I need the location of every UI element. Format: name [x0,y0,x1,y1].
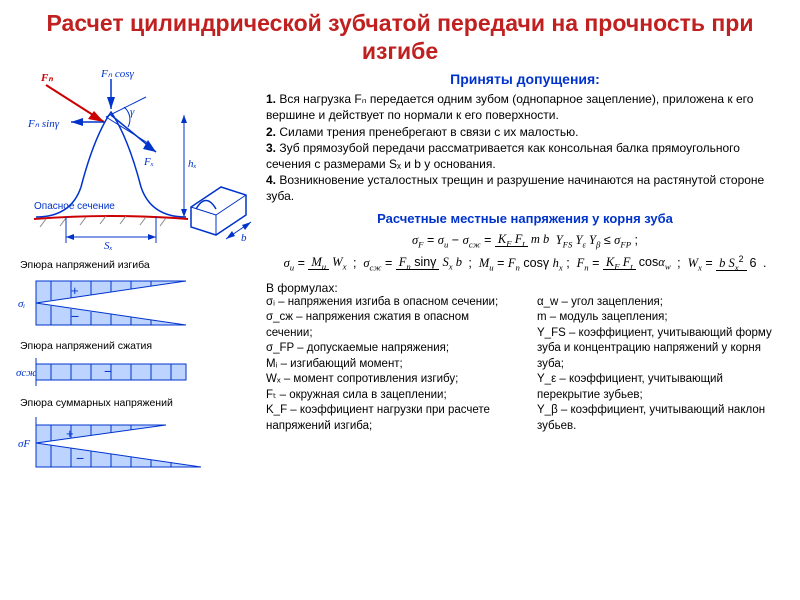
assumptions-head: Приняты допущения: [266,71,784,87]
label-sF: σF [18,438,30,450]
assumption-2: Силами трения пренебрегают в связи с их … [276,125,578,139]
label-FnSin: Fₙ sinγ [27,118,60,130]
diagram-column: Fₙ Fₙ cosγ Fₙ sinγ γ Fₓ [16,67,256,478]
label-si: σᵢ [18,298,25,310]
label-FnCos: Fₙ cosγ [100,68,135,80]
label-hx: hₓ [188,158,197,170]
def-r5: Y_β – коэффициент, учитывающий наклон зу… [537,403,784,434]
svg-text:+: + [71,283,79,298]
def-l3: σ_FP – допускаемые напряжения; [266,341,513,357]
def-r1: α_w – угол зацепления; [537,295,784,311]
def-l4: Mᵢ – изгибающий момент; [266,357,513,373]
label-Sx: Sₓ [104,240,113,252]
assumption-3: Зуб прямозубой передачи рассматривается … [266,141,740,171]
tooth-diagram: Fₙ Fₙ cosγ Fₙ sinγ γ Fₓ [16,67,256,252]
assumption-4: Возникновение усталостных трещин и разру… [266,173,764,203]
svg-text:−: − [76,450,84,466]
def-l7: K_F – коэффициент нагрузки при расчете н… [266,403,513,434]
def-l6: Fₜ – окружная сила в зацеплении; [266,388,513,404]
def-r4: Y_ε – коэффициент, учитывающий перекрыти… [537,372,784,403]
def-l5: Wₓ – момент сопротивления изгибу; [266,372,513,388]
formula-block: σF = σи − σсж = KF Ftm b YFS Yε Yβ ≤ σFP… [266,230,784,275]
epure-bending: σᵢ + − [16,273,216,333]
defs-head: В формулах: [266,281,784,295]
label-Fn: Fₙ [40,72,53,84]
def-r2: m – модуль зацепления; [537,310,784,326]
caption-compression: Эпюра напряжений сжатия [20,340,256,352]
formula-2: σи = MиWx ; σсж = Fn sinγSx b ; Mи = Fn … [266,253,784,275]
assumptions: 1. Вся нагрузка Fₙ передается одним зубо… [266,91,784,204]
svg-text:+: + [66,426,74,441]
def-r3: Y_FS – коэффициент, учитывающий форму зу… [537,326,784,373]
label-ssj: σcж [16,367,37,379]
formula-1: σF = σи − σсж = KF Ftm b YFS Yε Yβ ≤ σFP… [266,230,784,252]
assumption-1: Вся нагрузка Fₙ передается одним зубом (… [266,92,753,122]
label-Fx: Fₓ [143,156,154,168]
text-column: Приняты допущения: 1. Вся нагрузка Fₙ пе… [266,67,784,478]
svg-text:−: − [104,363,112,379]
defs-right: α_w – угол зацепления; m – модуль зацепл… [537,295,784,435]
definitions: σᵢ – напряжения изгиба в опасном сечении… [266,295,784,435]
defs-left: σᵢ – напряжения изгиба в опасном сечении… [266,295,513,435]
svg-text:−: − [71,308,79,324]
caption-sum: Эпюра суммарных напряжений [20,397,256,409]
caption-bending: Эпюра напряжений изгиба [20,259,256,271]
label-gamma: γ [130,106,135,118]
label-b: b [241,232,247,244]
main-columns: Fₙ Fₙ cosγ Fₙ sinγ γ Fₓ [16,67,784,478]
epure-summary: σF + − [16,411,216,473]
page-title: Расчет цилиндрической зубчатой передачи … [16,10,784,65]
slide: Расчет цилиндрической зубчатой передачи … [0,0,800,600]
def-l2: σ_cж – напряжения сжатия в опасном сечен… [266,310,513,341]
epure-compression: σcж − [16,354,216,390]
stress-head: Расчетные местные напряжения у корня зуб… [266,211,784,226]
label-danger: Опасное сечение [34,201,115,212]
def-l1: σᵢ – напряжения изгиба в опасном сечении… [266,295,513,311]
